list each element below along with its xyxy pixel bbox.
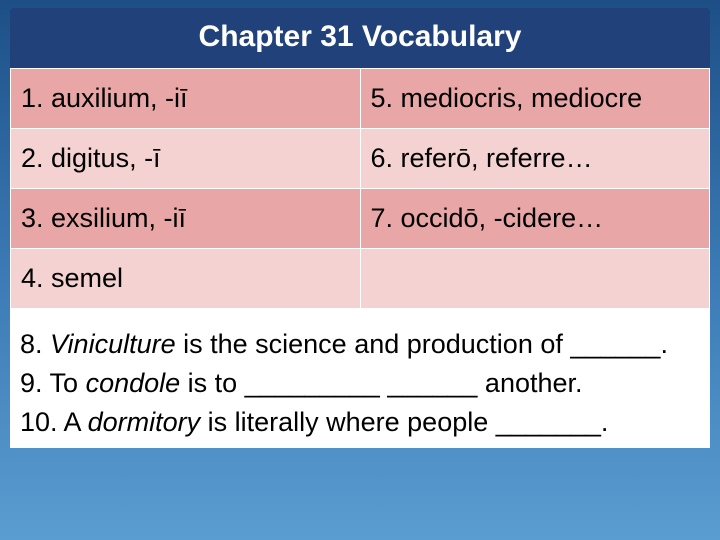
vocab-cell: 3. exsilium, -iī	[11, 189, 361, 249]
text: 8.	[20, 329, 50, 359]
text: is the science and production of ______.	[176, 329, 668, 359]
text: is literally where people _______.	[200, 407, 608, 437]
sentence-8: 8. Viniculture is the science and produc…	[20, 325, 700, 364]
italic-term: Viniculture	[50, 329, 176, 359]
vocab-cell: 1. auxilium, -iī	[11, 69, 361, 129]
table-row: 3. exsilium, -iī 7. occidō, -cidere…	[11, 189, 710, 249]
table-row: 4. semel	[11, 249, 710, 309]
italic-term: dormitory	[88, 407, 201, 437]
fill-in-sentences: 8. Viniculture is the science and produc…	[10, 309, 710, 448]
page-title: Chapter 31 Vocabulary	[10, 8, 710, 68]
text: 9. To	[20, 368, 86, 398]
vocab-cell: 5. mediocris, mediocre	[360, 69, 710, 129]
slide-page: Chapter 31 Vocabulary 1. auxilium, -iī 5…	[10, 8, 710, 534]
vocab-cell: 7. occidō, -cidere…	[360, 189, 710, 249]
table-row: 1. auxilium, -iī 5. mediocris, mediocre	[11, 69, 710, 129]
sentence-9: 9. To condole is to _________ ______ ano…	[20, 364, 700, 403]
vocab-cell	[360, 249, 710, 309]
text: is to _________ ______ another.	[180, 368, 582, 398]
table-row: 2. digitus, -ī 6. referō, referre…	[11, 129, 710, 189]
vocab-cell: 6. referō, referre…	[360, 129, 710, 189]
vocab-cell: 2. digitus, -ī	[11, 129, 361, 189]
text: 10. A	[20, 407, 88, 437]
sentence-10: 10. A dormitory is literally where peopl…	[20, 403, 700, 442]
vocab-cell: 4. semel	[11, 249, 361, 309]
vocab-table: 1. auxilium, -iī 5. mediocris, mediocre …	[10, 68, 710, 309]
italic-term: condole	[86, 368, 181, 398]
